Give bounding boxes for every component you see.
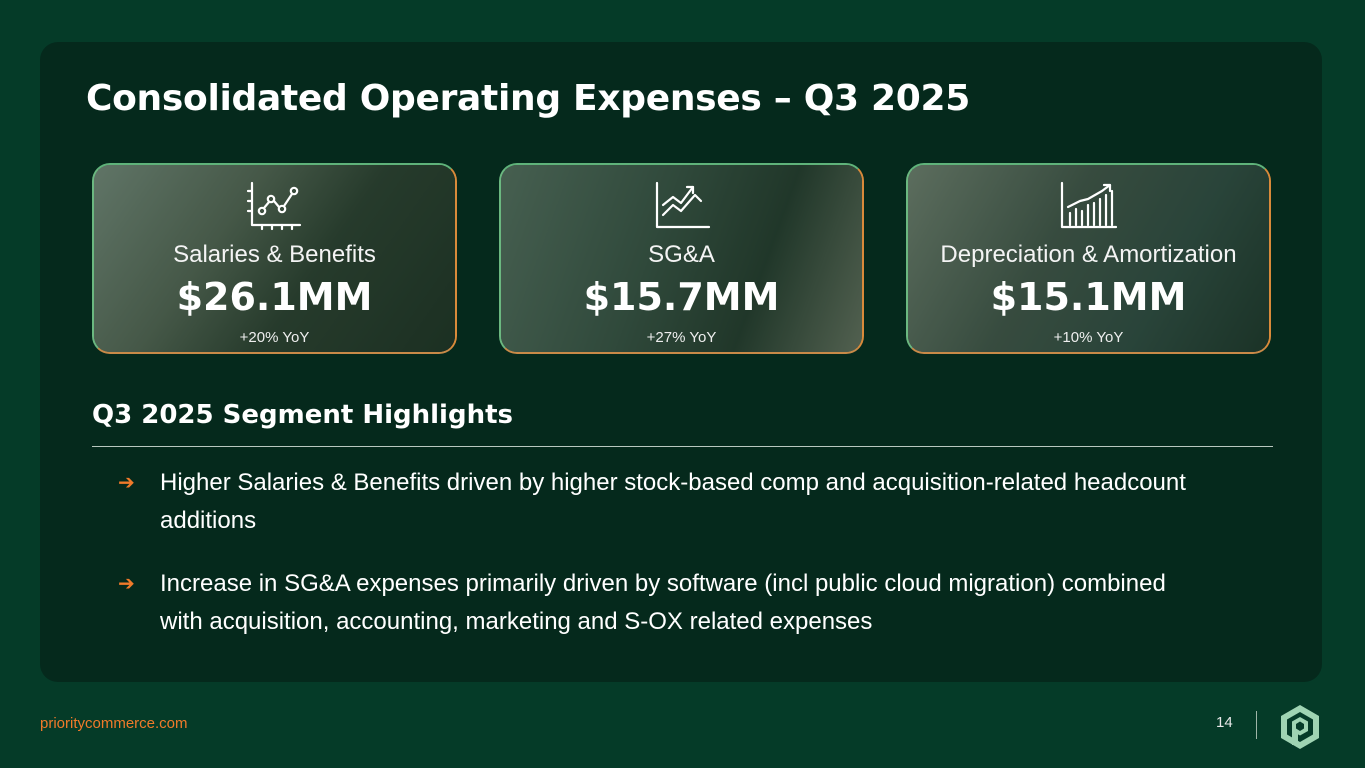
arrow-right-icon: ➔ [118, 472, 135, 494]
metric-card-sga: SG&A $15.7MM +27% YoY [499, 163, 864, 354]
footer-separator [1256, 711, 1257, 739]
card-yoy-change: +10% YoY [1053, 329, 1124, 346]
highlights-heading: Q3 2025 Segment Highlights [92, 400, 513, 430]
website-link[interactable]: prioritycommerce.com [40, 715, 188, 732]
card-label: SG&A [648, 241, 715, 268]
priority-logo-icon [1281, 705, 1319, 749]
card-value: $15.1MM [990, 275, 1187, 319]
metric-card-salaries: Salaries & Benefits $26.1MM +20% YoY [92, 163, 457, 354]
card-yoy-change: +20% YoY [239, 329, 310, 346]
page-number: 14 [1216, 714, 1233, 731]
divider [92, 446, 1273, 447]
card-value: $15.7MM [583, 275, 780, 319]
metric-card-depreciation: Depreciation & Amortization $15.1MM +10%… [906, 163, 1271, 354]
card-yoy-change: +27% YoY [646, 329, 717, 346]
card-label: Salaries & Benefits [173, 241, 376, 268]
scatter-chart-icon [246, 181, 301, 231]
slide-title: Consolidated Operating Expenses – Q3 202… [86, 78, 970, 119]
card-label: Depreciation & Amortization [940, 241, 1237, 268]
arrow-right-icon: ➔ [118, 573, 135, 595]
bar-chart-growth-icon [1060, 181, 1117, 229]
trend-up-chart-icon [655, 181, 710, 229]
list-item: ➔ Higher Salaries & Benefits driven by h… [118, 464, 1208, 540]
content-panel [40, 42, 1322, 682]
card-value: $26.1MM [176, 275, 373, 319]
highlight-text: Higher Salaries & Benefits driven by hig… [160, 469, 1186, 534]
list-item: ➔ Increase in SG&A expenses primarily dr… [118, 565, 1208, 641]
highlight-text: Increase in SG&A expenses primarily driv… [160, 570, 1166, 635]
